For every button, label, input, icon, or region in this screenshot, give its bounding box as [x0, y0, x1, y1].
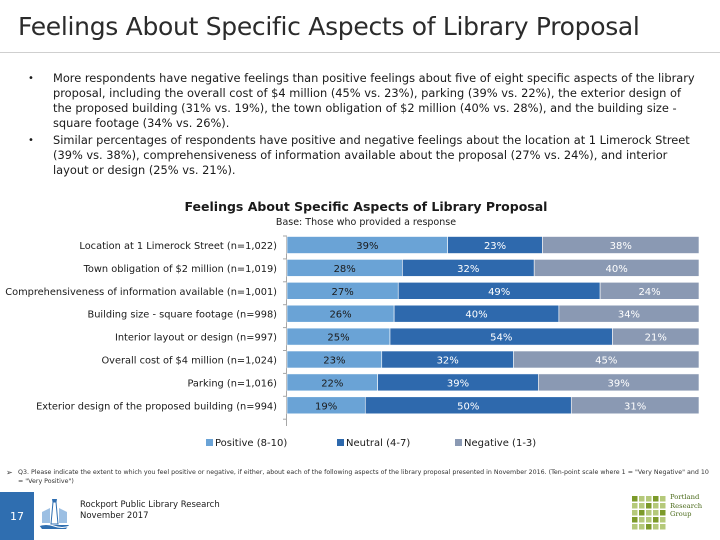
data-label: 38%: [610, 241, 632, 252]
bullet-item: • More respondents have negative feeling…: [28, 71, 698, 131]
logo-square: [660, 503, 666, 509]
arrow-bullet-icon: ➢: [6, 468, 13, 477]
bullet-marker: •: [28, 135, 34, 146]
chart-subtitle: Base: Those who provided a response: [275, 217, 457, 228]
legend-label: Positive (8-10): [215, 438, 287, 449]
data-label: 24%: [638, 287, 660, 298]
logo-square: [639, 510, 645, 516]
library-lighthouse-logo: [37, 499, 71, 529]
report-date: November 2017: [80, 511, 149, 521]
data-label: 49%: [488, 287, 510, 298]
data-label: 19%: [315, 401, 337, 412]
data-label: 34%: [618, 310, 640, 321]
data-label: 23%: [484, 241, 506, 252]
data-label: 39%: [608, 378, 630, 389]
logo-square: [632, 524, 638, 530]
logo-square: [639, 517, 645, 523]
legend-swatch: [455, 439, 462, 446]
logo-square: [653, 496, 659, 502]
logo-square: [653, 524, 659, 530]
bar-segment: [538, 373, 700, 392]
logo-square: [653, 510, 659, 516]
data-label: 22%: [321, 378, 343, 389]
data-label: 23%: [323, 356, 345, 367]
bar-segment: [542, 236, 700, 254]
data-label: 40%: [465, 310, 487, 321]
bar-segment: [570, 396, 700, 415]
data-label: 40%: [605, 264, 627, 275]
bar-segment: [612, 327, 700, 346]
footnote-text: Q3. Please indicate the extent to which …: [18, 469, 709, 485]
stacked-bar-chart: Location at 1 Limerock Street (n=1,022) 3…: [5, 235, 700, 449]
org-name: Rockport Public Library Research: [80, 500, 220, 510]
chart-title: Feelings About Specific Aspects of Libra…: [184, 199, 548, 214]
data-label: 45%: [595, 356, 617, 367]
bullet-marker: •: [28, 73, 34, 84]
firm-logo-icon: [632, 496, 666, 530]
logo-square: [646, 524, 652, 530]
category-label: Location at 1 Limerock Street (n=1,022): [79, 241, 277, 252]
legend-swatch: [337, 439, 344, 446]
data-label: 31%: [624, 401, 646, 412]
logo-square: [646, 517, 652, 523]
slide-title: Feelings About Specific Aspects of Libra…: [18, 12, 640, 41]
logo-square: [660, 496, 666, 502]
logo-square: [660, 510, 666, 516]
bullet-item: • Similar percentages of respondents hav…: [28, 133, 698, 178]
data-label: 50%: [457, 401, 479, 412]
data-label: 21%: [645, 333, 667, 344]
category-label: Overall cost of $4 million (n=1,024): [101, 356, 277, 367]
category-label: Interior layout or design (n=997): [115, 333, 277, 344]
bullet-text: More respondents have negative feelings …: [53, 71, 695, 130]
logo-square: [646, 503, 652, 509]
question-footnote: ➢ Q3. Please indicate the extent to whic…: [6, 468, 716, 486]
footer-org-info: Rockport Public Library Research Novembe…: [80, 500, 220, 522]
bar-segment: [558, 304, 700, 323]
title-divider: [0, 52, 720, 53]
logo-square: [653, 503, 659, 509]
logo-square: [646, 496, 652, 502]
legend-label: Neutral (4-7): [346, 438, 410, 449]
logo-square: [632, 503, 638, 509]
data-label: 25%: [327, 333, 349, 344]
bar-segment: [599, 281, 700, 300]
logo-square: [660, 524, 666, 530]
page-number: 17: [0, 492, 34, 540]
logo-square: [632, 517, 638, 523]
data-label: 32%: [437, 356, 459, 367]
logo-square: [632, 496, 638, 502]
logo-square: [653, 517, 659, 523]
legend-label: Negative (1-3): [464, 438, 536, 449]
firm-name: Portland Research Group: [670, 493, 703, 518]
logo-square: [639, 503, 645, 509]
category-label: Exterior design of the proposed building…: [36, 401, 277, 412]
logo-square: [639, 524, 645, 530]
category-label: Parking (n=1,016): [187, 378, 277, 389]
data-label: 39%: [356, 241, 378, 252]
summary-bullets: • More respondents have negative feeling…: [28, 71, 698, 180]
bar-segment: [533, 259, 700, 277]
bar-segment: [513, 350, 700, 369]
data-label: 39%: [447, 378, 469, 389]
category-label: Comprehensiveness of information availab…: [5, 287, 277, 298]
data-label: 26%: [329, 310, 351, 321]
data-label: 28%: [334, 264, 356, 275]
data-label: 32%: [457, 264, 479, 275]
data-label: 54%: [490, 333, 512, 344]
bullet-text: Similar percentages of respondents have …: [53, 133, 690, 177]
data-label: 27%: [332, 287, 354, 298]
category-label: Town obligation of $2 million (n=1,019): [83, 264, 277, 275]
category-label: Building size - square footage (n=998): [87, 310, 277, 321]
logo-square: [639, 496, 645, 502]
logo-square: [660, 517, 666, 523]
logo-square: [646, 510, 652, 516]
legend-swatch: [206, 439, 213, 446]
logo-square: [632, 510, 638, 516]
